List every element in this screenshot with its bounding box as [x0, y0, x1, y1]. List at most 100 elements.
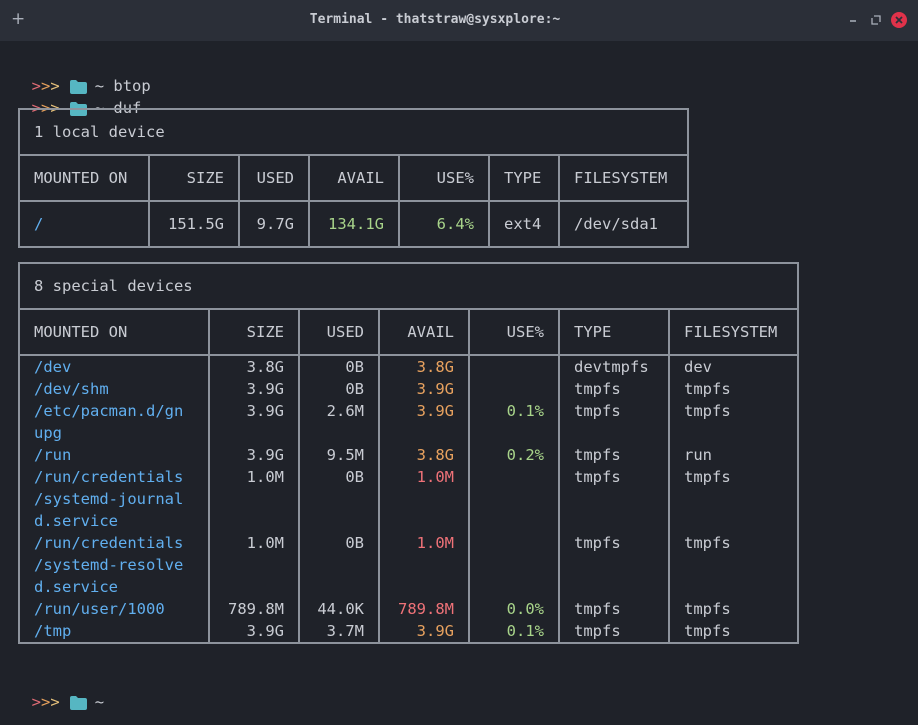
filesystem: tmpfs	[684, 534, 731, 552]
avail-value: 3.9G	[416, 380, 454, 398]
close-icon[interactable]	[891, 12, 907, 28]
spacer	[224, 422, 284, 444]
maximize-icon[interactable]	[868, 12, 884, 28]
use-percent: 0.0%	[506, 600, 544, 618]
size-value: 3.9G	[246, 380, 284, 398]
prompt-chevron: >	[31, 77, 42, 95]
spacer	[224, 510, 284, 532]
mount-point: /tmp	[34, 622, 72, 640]
spacer	[394, 422, 454, 444]
avail-column: 3.8G 3.9G 3.9G 3.8G 1.0M 1.0M 789.8M 3.9G	[378, 354, 470, 644]
table-caption: 1 local device	[18, 108, 689, 156]
title-bar: + Terminal - thatstraw@sysxplore:~	[0, 0, 918, 41]
use-percent: 0.1%	[506, 622, 544, 640]
prompt-chevron: >	[41, 77, 51, 95]
folder-icon	[69, 695, 87, 710]
column-header: USE%	[468, 308, 560, 356]
mount-point: /etc/pacman.d/gn	[34, 402, 184, 420]
prompt-line-btop: >>> ~ btop	[13, 53, 151, 95]
filesystem: tmpfs	[684, 468, 731, 486]
column-header: AVAIL	[378, 308, 470, 356]
mount-point: /systemd-journal	[34, 490, 184, 508]
mount-point: /run/user/1000	[34, 600, 165, 618]
filesystem: tmpfs	[684, 622, 731, 640]
use-percent	[484, 378, 544, 400]
prompt-line-duf: >>> ~ duf	[13, 75, 142, 117]
spacer	[574, 488, 654, 510]
spacer	[484, 488, 544, 510]
mount-point: /	[18, 200, 150, 248]
window-title: Terminal - thatstraw@sysxplore:~	[309, 12, 561, 27]
prompt-chevron: >	[41, 693, 51, 711]
column-header: MOUNTED ON	[18, 308, 210, 356]
fs-type: tmpfs	[574, 534, 621, 552]
spacer	[574, 422, 654, 444]
fs-type: tmpfs	[574, 600, 621, 618]
column-header: USED	[238, 154, 310, 202]
local-devices-table: 1 local device MOUNTED ON SIZE USED AVAI…	[18, 108, 689, 248]
table-body: /dev/dev/shm/etc/pacman.d/gn upg/run/run/…	[18, 354, 799, 644]
spacer	[394, 554, 454, 576]
filesystem-column: dev tmpfs tmpfs run tmpfs tmpfs tmpfs tmpfs	[668, 354, 799, 644]
mount-point: /run/credentials	[34, 468, 184, 486]
mount-point: /run	[34, 446, 72, 464]
size-value: 3.9G	[246, 402, 284, 420]
used-value: 0B	[345, 358, 364, 376]
spacer	[574, 510, 654, 532]
column-header: SIZE	[148, 154, 240, 202]
use-percent: 0.2%	[506, 446, 544, 464]
size-value: 151.5G	[148, 200, 240, 248]
use-percent-column: 0.1% 0.2% 0.0% 0.1%	[468, 354, 560, 644]
spacer	[484, 554, 544, 576]
minimize-icon[interactable]	[845, 12, 861, 28]
prompt-chevron: >	[31, 693, 42, 711]
spacer	[684, 422, 783, 444]
filesystem: /dev/sda1	[558, 200, 689, 248]
cwd-tilde: ~	[94, 77, 105, 95]
column-header: TYPE	[558, 308, 670, 356]
spacer	[484, 510, 544, 532]
special-devices-table: 8 special devices MOUNTED ON SIZE USED A…	[18, 262, 799, 644]
used-value: 44.0K	[317, 600, 364, 618]
size-value: 3.8G	[246, 358, 284, 376]
column-header: FILESYSTEM	[668, 308, 799, 356]
spacer	[224, 576, 284, 598]
fs-type: tmpfs	[574, 446, 621, 464]
filesystem: tmpfs	[684, 380, 731, 398]
use-percent	[484, 466, 544, 488]
avail-value: 3.9G	[416, 402, 454, 420]
mount-point: /dev	[34, 358, 72, 376]
fs-type: tmpfs	[574, 622, 621, 640]
mount-column: /dev/dev/shm/etc/pacman.d/gn upg/run/run/…	[18, 354, 210, 644]
prompt-chevron: >	[50, 693, 60, 711]
use-percent	[484, 356, 544, 378]
prompt-chevron: >	[50, 99, 60, 117]
avail-value: 789.8M	[398, 600, 454, 618]
prompt-chevron: >	[41, 99, 51, 117]
use-percent: 0.1%	[506, 402, 544, 420]
spacer	[314, 510, 364, 532]
spacer	[314, 488, 364, 510]
fs-type: tmpfs	[574, 468, 621, 486]
command-text: btop	[113, 77, 151, 95]
column-header: USE%	[398, 154, 490, 202]
avail-value: 3.8G	[416, 446, 454, 464]
fs-type: tmpfs	[574, 402, 621, 420]
size-value: 1.0M	[246, 468, 284, 486]
avail-value: 1.0M	[416, 534, 454, 552]
used-value: 0B	[345, 380, 364, 398]
spacer	[394, 576, 454, 598]
table-caption: 8 special devices	[18, 262, 799, 310]
spacer	[684, 576, 783, 598]
new-tab-button[interactable]: +	[11, 9, 26, 29]
filesystem: tmpfs	[684, 600, 731, 618]
spacer	[684, 554, 783, 576]
used-value: 9.5M	[326, 446, 364, 464]
folder-icon	[69, 79, 87, 94]
filesystem: dev	[684, 358, 712, 376]
mount-point: /dev/shm	[34, 380, 109, 398]
size-value: 3.9G	[246, 622, 284, 640]
prompt-line-current[interactable]: >>> ~	[13, 669, 104, 711]
prompt-chevron: >	[50, 77, 60, 95]
use-percent: 6.4%	[398, 200, 490, 248]
